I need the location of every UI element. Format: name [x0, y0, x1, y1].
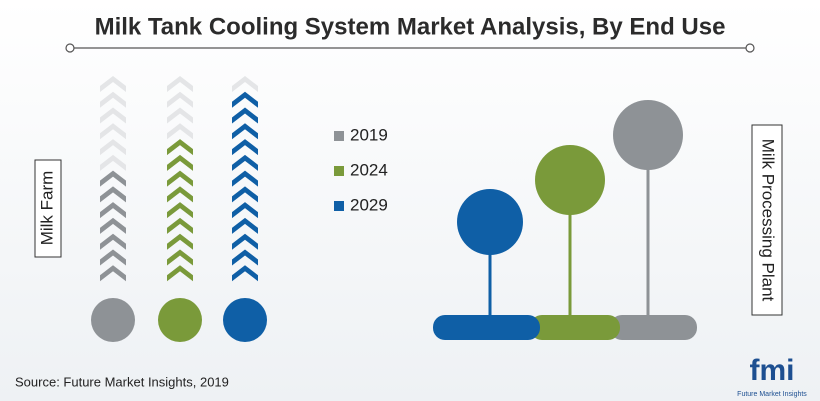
rule-end [745, 43, 755, 53]
chevron [232, 186, 258, 203]
chevron [167, 202, 193, 219]
bar-segment [530, 315, 620, 340]
chevron-bg [167, 91, 193, 108]
legend-label: 2019 [350, 125, 388, 144]
chevron [167, 249, 193, 266]
label-box [34, 159, 62, 258]
rule-end [65, 43, 75, 53]
chevron [167, 186, 193, 203]
base-circle [91, 298, 135, 342]
chevron [232, 91, 258, 108]
chevron-bg [100, 123, 126, 140]
bar-segment [610, 315, 697, 340]
legend-swatch [334, 166, 344, 176]
chevron [232, 154, 258, 171]
chevron-bg [100, 76, 126, 92]
chevron-bg [100, 139, 126, 156]
chevron [232, 265, 258, 282]
logo: fmi [750, 354, 795, 387]
bubble [613, 100, 683, 170]
chevron-bg [232, 76, 258, 92]
chart-title: Milk Tank Cooling System Market Analysis… [95, 13, 726, 40]
bubble [535, 145, 605, 215]
chevron-bg [100, 91, 126, 108]
label-box [751, 124, 783, 316]
chevron-bg [167, 107, 193, 124]
chevron [167, 265, 193, 282]
base-circle [223, 298, 267, 342]
chevron-bg [100, 154, 126, 171]
processing-plant-graphic [433, 100, 697, 340]
chevron-bg [167, 123, 193, 140]
chevron-bar [100, 170, 126, 282]
chevron [232, 217, 258, 234]
chevron [100, 233, 126, 250]
chevron [167, 154, 193, 171]
chevron [100, 249, 126, 266]
chevron-bg [167, 76, 193, 92]
chevron [167, 139, 193, 156]
legend-swatch [334, 131, 344, 141]
chevron [232, 170, 258, 187]
logo-caption: Future Market Insights [737, 391, 807, 398]
chevron [232, 139, 258, 156]
legend: 2019 2024 2029 [334, 125, 388, 214]
chevron-bar [232, 91, 258, 282]
base-circle [158, 298, 202, 342]
chevron [167, 170, 193, 187]
bubble [457, 189, 523, 255]
chevron [232, 202, 258, 219]
chevron-chart [91, 76, 267, 342]
chevron [232, 107, 258, 124]
chevron [100, 217, 126, 234]
chevron [232, 233, 258, 250]
side-label: Milk Processing Plant [759, 139, 778, 302]
legend-label: 2024 [350, 160, 388, 179]
chevron-bar [167, 139, 193, 282]
chevron-bg [100, 107, 126, 124]
source: Source: Future Market Insights, 2019 [15, 374, 229, 389]
chevron [100, 186, 126, 203]
chevron [100, 202, 126, 219]
chevron [167, 217, 193, 234]
legend-swatch [334, 201, 344, 211]
chevron [100, 170, 126, 187]
chevron [100, 265, 126, 282]
legend-label: 2029 [350, 195, 388, 214]
category-label: Milk Farm [37, 171, 56, 246]
chevron [232, 249, 258, 266]
chevron [167, 233, 193, 250]
bar-segment [433, 315, 540, 340]
chevron [232, 123, 258, 140]
